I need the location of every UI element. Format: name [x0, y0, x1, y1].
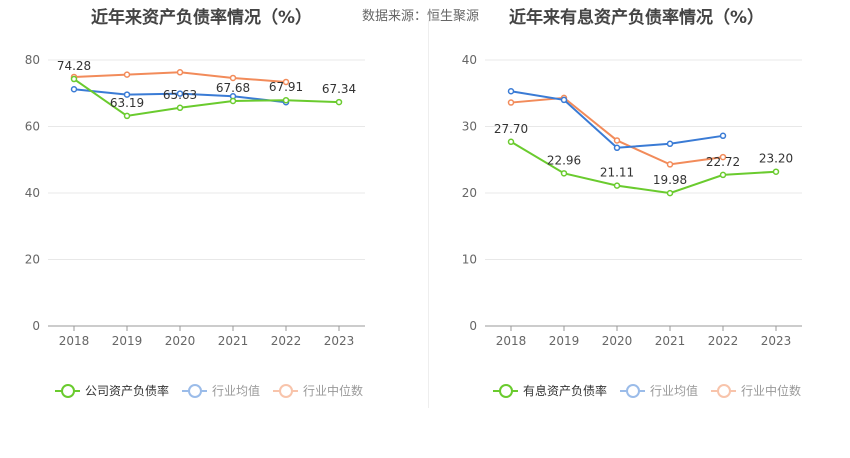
right-data-point-primary — [507, 138, 515, 146]
right-data-point-primary — [719, 171, 727, 179]
right-data-point-average — [507, 88, 515, 95]
left-x-tick-label: 2021 — [218, 334, 249, 348]
right-y-tick-label: 10 — [462, 253, 477, 267]
left-data-label: 63.19 — [110, 96, 144, 110]
right-data-point-median — [719, 153, 727, 161]
right-y-tick-label: 40 — [462, 53, 477, 67]
left-y-tick-label: 80 — [25, 53, 40, 67]
legend-marker-icon — [711, 383, 737, 398]
legend-item-left-median[interactable]: 行业中位数 — [273, 382, 363, 399]
right-data-label: 21.11 — [600, 166, 634, 180]
right-data-point-average — [560, 96, 568, 104]
right-x-tick-label: 2021 — [655, 334, 686, 348]
left-data-point-primary — [282, 96, 290, 104]
legend-marker-icon — [273, 383, 299, 398]
right-data-point-primary — [560, 170, 568, 177]
legend-item-left-primary[interactable]: 公司资产负债率 — [55, 382, 169, 399]
panel-divider — [428, 20, 429, 408]
left-data-point-primary — [123, 112, 131, 120]
left-y-tick-label: 20 — [25, 253, 40, 267]
right-series-line-primary — [510, 140, 777, 195]
legend-marker-icon — [493, 383, 518, 398]
left-data-point-primary — [70, 75, 78, 83]
right-x-tick-label: 2019 — [549, 334, 580, 348]
right-data-point-average — [613, 144, 621, 152]
left-y-tick-label: 0 — [32, 319, 40, 333]
left-x-tick-label: 2020 — [165, 334, 196, 348]
legend-marker-icon — [182, 383, 208, 398]
legend-item-right-average[interactable]: 行业均值 — [620, 382, 698, 399]
left-data-label: 67.91 — [269, 80, 303, 94]
right-data-point-median — [613, 137, 621, 144]
right-y-tick-label: 0 — [469, 319, 477, 333]
legend-label: 公司资产负债率 — [85, 384, 170, 398]
left-series-line-primary — [73, 78, 340, 117]
left-data-point-primary — [176, 104, 184, 112]
right-data-point-median — [666, 161, 674, 168]
left-data-point-median — [176, 69, 184, 76]
left-x-tick-label: 2023 — [324, 334, 355, 348]
left-data-point-average — [123, 91, 131, 98]
legend-label: 行业中位数 — [303, 384, 364, 398]
right-y-tick-label: 30 — [462, 120, 477, 134]
legend-right: 有息资产负债率 行业均值 行业中位数 — [493, 382, 814, 399]
chart-title-left: 近年来资产负债率情况（%） — [91, 8, 313, 28]
left-data-point-median — [282, 78, 290, 86]
source-label: 数据来源：恒生聚源 — [362, 9, 480, 24]
right-data-label: 19.98 — [653, 173, 687, 187]
left-y-tick-label: 40 — [25, 186, 40, 200]
right-data-point-primary — [772, 168, 780, 175]
legend-label: 行业均值 — [212, 384, 261, 398]
right-data-point-average — [719, 132, 727, 140]
left-data-point-primary — [335, 98, 343, 106]
legend-item-left-average[interactable]: 行业均值 — [182, 382, 260, 399]
legend-label: 行业均值 — [650, 384, 699, 398]
right-series-line-median — [510, 96, 724, 166]
right-data-point-median — [507, 99, 515, 106]
left-data-label: 65.63 — [163, 88, 197, 102]
right-x-tick-label: 2018 — [496, 334, 527, 348]
right-data-label: 22.72 — [706, 155, 740, 169]
left-data-point-primary — [229, 97, 237, 105]
legend-marker-icon — [620, 383, 646, 398]
left-data-point-median — [123, 71, 131, 78]
left-y-tick-label: 60 — [25, 120, 40, 134]
legend-label: 有息资产负债率 — [523, 384, 608, 398]
left-data-point-average — [70, 86, 78, 93]
right-x-tick-label: 2020 — [602, 334, 633, 348]
right-data-label: 27.70 — [494, 122, 528, 136]
right-data-label: 23.20 — [759, 152, 793, 166]
legend-marker-icon — [55, 383, 80, 398]
left-x-tick-label: 2022 — [271, 334, 302, 348]
right-y-tick-label: 20 — [462, 186, 477, 200]
right-data-point-average — [666, 140, 674, 148]
left-data-point-median — [229, 74, 237, 82]
left-data-label: 74.28 — [57, 59, 91, 73]
left-x-tick-label: 2019 — [112, 334, 143, 348]
right-x-tick-label: 2022 — [708, 334, 739, 348]
right-data-label: 22.96 — [547, 153, 581, 167]
right-data-point-primary — [666, 189, 674, 197]
left-data-label: 67.68 — [216, 81, 250, 95]
right-x-tick-label: 2023 — [761, 334, 792, 348]
chart-title-right: 近年来有息资产负债率情况（%） — [509, 8, 765, 28]
legend-label: 行业中位数 — [741, 384, 802, 398]
legend-item-right-primary[interactable]: 有息资产负债率 — [493, 382, 607, 399]
legend-item-right-median[interactable]: 行业中位数 — [711, 382, 801, 399]
right-data-point-primary — [613, 182, 621, 189]
legend-left: 公司资产负债率 行业均值 行业中位数 — [55, 382, 376, 399]
left-x-tick-label: 2018 — [59, 334, 90, 348]
left-data-point-average — [176, 90, 184, 97]
left-data-label: 67.34 — [322, 82, 356, 96]
